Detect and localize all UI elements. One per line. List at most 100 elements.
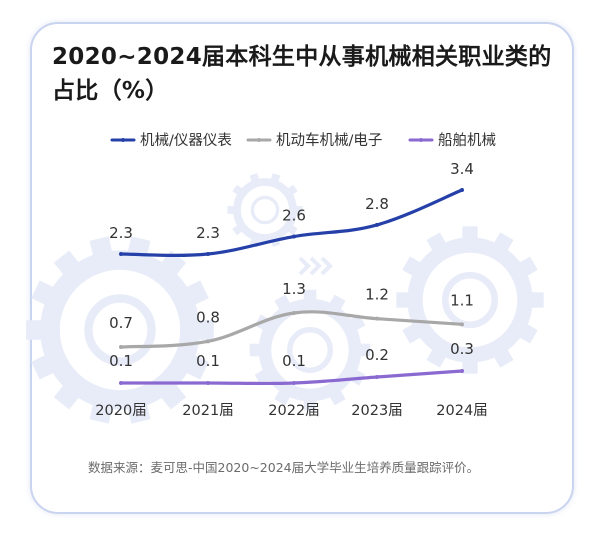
data-label: 2.6 xyxy=(282,207,306,225)
gear-icon-tooth xyxy=(126,397,151,424)
x-tick-label: 2021届 xyxy=(182,403,233,419)
data-label: 2.3 xyxy=(109,224,133,242)
chart-title: 2020~2024届本科生中从事机械相关职业类的占比（%） xyxy=(52,44,552,104)
gear-icon-tooth xyxy=(274,386,293,406)
data-label: 2.8 xyxy=(365,195,389,213)
gear-icon-tooth xyxy=(232,223,245,236)
data-point xyxy=(292,234,296,239)
gear-icon-tooth xyxy=(462,226,478,244)
gear-icon-tooth xyxy=(402,321,426,344)
x-tick-label: 2022届 xyxy=(268,403,319,419)
gear-icon-tooth xyxy=(254,367,274,386)
data-point xyxy=(375,222,379,227)
gear-icon xyxy=(396,226,544,374)
gear-icon-tooth xyxy=(462,356,478,374)
data-label: 0.3 xyxy=(450,340,474,358)
x-axis: 2020届 2021届 2022届 2023届 2024届 xyxy=(95,403,487,419)
data-point xyxy=(206,381,210,385)
legend-marker xyxy=(257,138,261,142)
gear-icon-tooth xyxy=(31,352,60,380)
gear-icon-tooth xyxy=(402,256,426,279)
gear-icon-ring xyxy=(258,298,362,402)
chart-legend: 机械/仪器仪表 机动车机械/电子 船舶机械 xyxy=(110,132,496,149)
gear-icon-tooth xyxy=(232,184,245,197)
data-label: 3.4 xyxy=(450,160,474,178)
gear-icon-tooth xyxy=(491,344,514,368)
gear-icon-tooth xyxy=(53,250,84,281)
data-point xyxy=(375,375,379,379)
gear-icon-tooth xyxy=(156,250,187,281)
gear-decoration xyxy=(26,173,544,424)
gear-icon-tooth xyxy=(426,232,449,256)
gear-icon-tooth xyxy=(270,173,281,185)
legend-marker xyxy=(419,138,423,142)
gear-icon-tooth xyxy=(156,379,187,410)
x-tick-label: 2024届 xyxy=(436,403,487,419)
gear-icon-tooth xyxy=(227,206,237,214)
data-label: 2.3 xyxy=(196,224,220,242)
x-tick-label: 2020届 xyxy=(95,403,146,419)
gear-icon-tooth xyxy=(285,223,298,236)
data-point xyxy=(460,322,464,327)
gear-icon-tooth xyxy=(426,344,449,368)
gear-icon-tooth xyxy=(514,256,538,279)
gear-icon-tooth xyxy=(355,343,371,357)
chevron-icon xyxy=(320,256,333,276)
gear-icon-ring xyxy=(233,178,297,242)
gear-icon-hub xyxy=(441,271,499,329)
gear-icon-tooth xyxy=(89,236,114,263)
gear-icon-tooth xyxy=(31,280,60,308)
data-point xyxy=(375,316,379,321)
chevron-icon xyxy=(309,256,322,276)
data-point xyxy=(206,252,210,256)
gear-icon-tooth xyxy=(514,321,538,344)
x-tick-label: 2023届 xyxy=(351,403,402,419)
gear-icon-tooth xyxy=(180,280,209,308)
gear-icon xyxy=(227,173,303,247)
source-note: 数据来源：麦可思-中国2020~2024届大学毕业生培养质量跟踪评价。 xyxy=(88,460,480,475)
gear-icon-tooth xyxy=(249,343,265,357)
gear-icon-tooth xyxy=(285,184,298,197)
data-label: 0.7 xyxy=(109,314,133,332)
legend-label: 船舶机械 xyxy=(438,132,496,149)
data-label: 0.8 xyxy=(196,308,220,326)
gear-icon-tooth xyxy=(303,395,317,411)
gear-icon-tooth xyxy=(526,292,544,308)
gear-icon-tooth xyxy=(191,320,214,340)
gear-icon-tooth xyxy=(293,206,303,214)
data-label: 0.2 xyxy=(365,346,389,364)
data-label: 1.2 xyxy=(365,286,389,304)
gear-icon-tooth xyxy=(327,386,346,406)
gear-icon-ring xyxy=(407,237,533,363)
chevron-icon xyxy=(298,256,311,276)
gear-icon-tooth xyxy=(346,367,366,386)
data-label: 0.1 xyxy=(109,352,133,370)
gear-icon-hub xyxy=(287,327,333,373)
gear-icon-hub xyxy=(250,195,280,225)
data-point xyxy=(119,252,123,256)
data-point xyxy=(119,381,123,385)
gear-icon-tooth xyxy=(274,294,293,314)
gear-icon-tooth xyxy=(491,232,514,256)
data-label: 0.1 xyxy=(196,352,220,370)
gear-icon-hub xyxy=(84,294,156,366)
legend-marker xyxy=(121,138,125,142)
data-label: 1.1 xyxy=(450,291,474,309)
data-point xyxy=(292,311,296,315)
legend-label: 机械/仪器仪表 xyxy=(140,132,232,149)
data-point xyxy=(119,345,123,349)
data-point xyxy=(206,339,210,344)
gear-icon xyxy=(249,289,371,411)
data-labels: 2.3 2.3 2.6 2.8 3.4 0.7 0.8 1.3 1.2 1.1 0.1 0.1 0.1 0… xyxy=(109,160,474,370)
gear-icon-tooth xyxy=(249,173,260,185)
data-label: 0.1 xyxy=(282,352,306,370)
gear-icon-tooth xyxy=(396,292,414,308)
gear-icon-tooth xyxy=(26,320,49,340)
gear-icon-tooth xyxy=(303,289,317,305)
gear-icon-tooth xyxy=(89,397,114,424)
gear-icon-tooth xyxy=(346,314,366,333)
legend-label: 机动车机械/电子 xyxy=(276,132,382,149)
data-label: 1.3 xyxy=(282,280,306,298)
gear-icon-tooth xyxy=(327,294,346,314)
